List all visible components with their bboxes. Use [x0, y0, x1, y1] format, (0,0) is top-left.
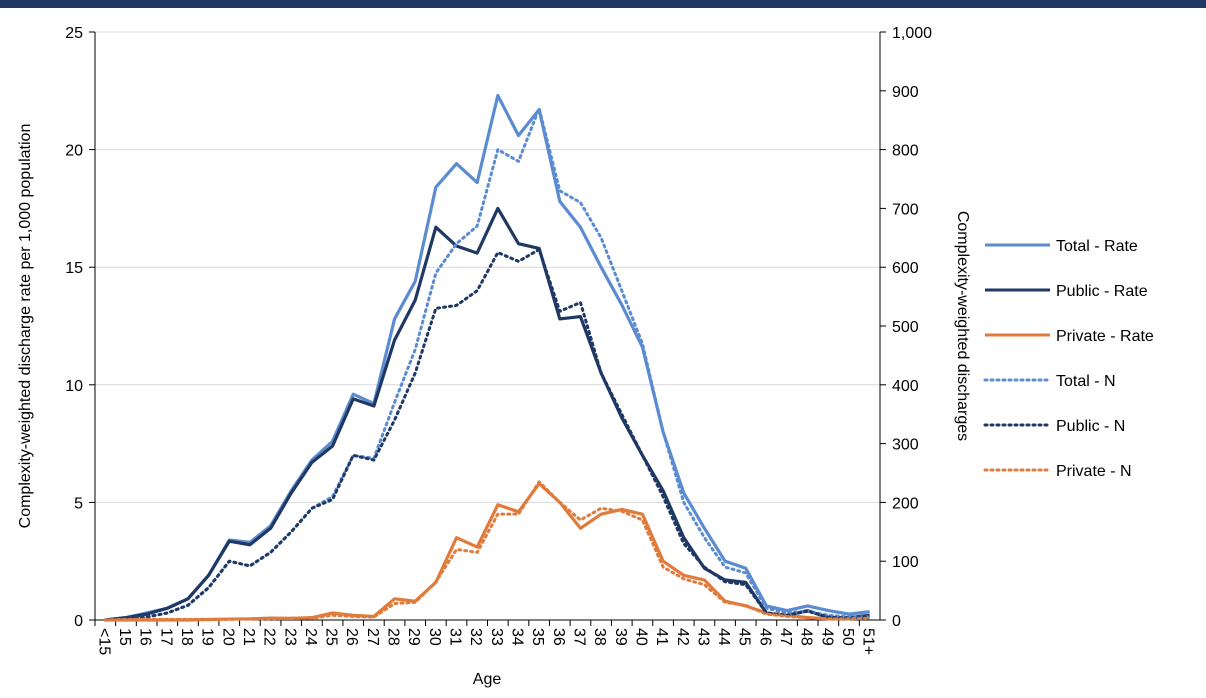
legend-label: Public - N	[1056, 418, 1125, 435]
series-line	[105, 481, 870, 622]
x-tick-label: 24	[302, 628, 319, 646]
x-tick-label: 42	[674, 628, 691, 646]
x-axis-label: Age	[473, 671, 502, 688]
x-tick-label: 37	[570, 628, 587, 646]
x-tick-label: 19	[199, 628, 216, 646]
x-tick-label: 28	[385, 628, 402, 646]
x-tick-label: 27	[364, 628, 381, 646]
x-tick-label: 45	[736, 628, 753, 646]
x-tick-label: 33	[488, 628, 505, 646]
x-tick-label: 34	[508, 628, 525, 646]
x-tick-label: 26	[343, 628, 360, 646]
x-tick-label: 16	[137, 628, 154, 646]
x-tick-label: <15	[95, 628, 112, 655]
x-tick-label: 50	[839, 628, 856, 646]
y2-tick-label: 300	[892, 437, 919, 454]
x-tick-label: 49	[818, 628, 835, 646]
x-tick-label: 25	[323, 628, 340, 646]
y2-tick-label: 500	[892, 319, 919, 336]
x-tick-label: 44	[715, 628, 732, 646]
x-tick-label: 39	[612, 628, 629, 646]
y2-tick-label: 600	[892, 260, 919, 277]
x-tick-label: 41	[653, 628, 670, 646]
y2-axis-label: Complexity-weighted discharges	[954, 211, 971, 441]
series-line	[103, 480, 872, 622]
legend-label: Total - N	[1056, 373, 1116, 390]
x-tick-label: 43	[694, 628, 711, 646]
y2-tick-label: 100	[892, 554, 919, 571]
x-tick-label: 51+	[860, 628, 877, 655]
x-tick-label: 18	[178, 628, 195, 646]
y-tick-label: 25	[65, 25, 83, 42]
x-tick-label: 29	[405, 628, 422, 646]
x-tick-label: 38	[591, 628, 608, 646]
series-line	[103, 248, 872, 622]
y2-tick-label: 1,000	[892, 25, 932, 42]
x-tick-label: 30	[426, 628, 443, 646]
y-tick-label: 15	[65, 260, 83, 277]
y2-tick-label: 400	[892, 378, 919, 395]
x-tick-label: 40	[632, 628, 649, 646]
y-axis-label: Complexity-weighted discharge rate per 1…	[17, 124, 34, 529]
y2-tick-label: 700	[892, 201, 919, 218]
y-tick-label: 5	[74, 495, 83, 512]
x-tick-label: 22	[261, 628, 278, 646]
x-tick-label: 23	[281, 628, 298, 646]
x-tick-label: 17	[157, 628, 174, 646]
legend-label: Private - N	[1056, 463, 1132, 480]
x-tick-label: 36	[550, 628, 567, 646]
x-tick-label: 48	[798, 628, 815, 646]
x-tick-label: 31	[447, 628, 464, 646]
x-tick-label: 35	[529, 628, 546, 646]
x-tick-label: 21	[240, 628, 257, 646]
legend-label: Public - Rate	[1056, 283, 1148, 300]
legend-label: Total - Rate	[1056, 238, 1138, 255]
x-tick-label: 20	[219, 628, 236, 646]
x-tick-label: 47	[777, 628, 794, 646]
y-tick-label: 20	[65, 143, 83, 160]
y-tick-label: 0	[74, 613, 83, 630]
top-banner	[0, 0, 1206, 8]
x-tick-label: 32	[467, 628, 484, 646]
y2-tick-label: 200	[892, 495, 919, 512]
y-tick-label: 10	[65, 378, 83, 395]
series-line	[105, 93, 870, 622]
y2-tick-label: 900	[892, 84, 919, 101]
legend-label: Private - Rate	[1056, 328, 1154, 345]
y2-tick-label: 0	[892, 613, 901, 630]
y2-tick-label: 800	[892, 143, 919, 160]
x-tick-label: 15	[116, 628, 133, 646]
series-line	[105, 206, 870, 622]
x-tick-label: 46	[756, 628, 773, 646]
series-line	[103, 106, 872, 622]
